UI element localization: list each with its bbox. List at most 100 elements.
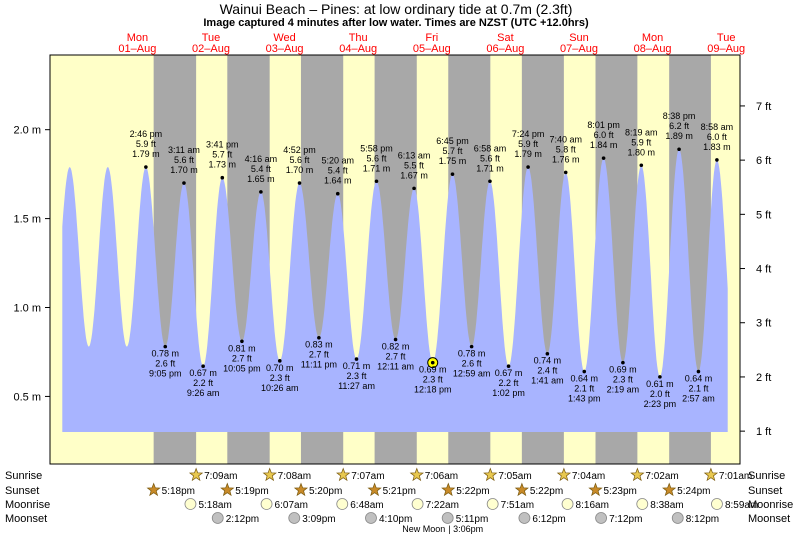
- tide-label: 1.71 m: [476, 163, 504, 173]
- tide-label: 0.64 m: [685, 374, 713, 384]
- tide-label: 1:41 am: [531, 376, 564, 386]
- tide-label: 2.7 ft: [309, 350, 330, 360]
- tide-point: [412, 186, 416, 191]
- day-name: Wed: [273, 32, 295, 44]
- y-right-tick-label: 3 ft: [756, 318, 771, 330]
- tide-point: [163, 344, 168, 349]
- sunset-icon: [441, 482, 456, 497]
- tide-label: 1.73 m: [209, 160, 237, 170]
- tide-label: 3:11 am: [168, 145, 200, 155]
- moon-phase-time: | 3:06pm: [448, 524, 483, 534]
- tide-label: 2.0 ft: [650, 389, 671, 399]
- tide-point: [658, 375, 662, 379]
- day-date: 04–Aug: [339, 43, 377, 55]
- tide-label: 10:26 am: [261, 383, 299, 393]
- sunrise-time: 7:01am: [719, 471, 752, 482]
- tide-label: 6:58 am: [474, 143, 507, 153]
- tide-label: 0.81 m: [228, 343, 256, 353]
- axes: 0.5 m 1.0 m 1.5 m 2.0 m 1 ft 2 ft 3 ft 4 ft 5 ft…: [13, 101, 771, 438]
- tide-label: 2:57 am: [682, 394, 715, 404]
- day-date: 07–Aug: [560, 43, 598, 55]
- y-left-tick-label: 1.5 m: [13, 214, 41, 226]
- tide-point: [220, 175, 225, 180]
- moonrise-time: 8:59am: [725, 500, 758, 511]
- sunset-row-label-right: Sunset: [748, 485, 782, 497]
- tide-label: 1.89 m: [665, 131, 693, 141]
- day-name: Mon: [642, 32, 663, 44]
- tide-point: [374, 179, 379, 184]
- sunrise-icon: [188, 467, 204, 482]
- tide-label: 6.0 ft: [594, 130, 615, 140]
- tide-point: [335, 191, 340, 196]
- tide-label: 5.5 ft: [404, 160, 425, 170]
- day-name: Fri: [425, 32, 438, 44]
- tide-label: 4:52 pm: [283, 145, 316, 155]
- day-date: 03–Aug: [266, 43, 304, 55]
- sunrise-icon: [336, 467, 351, 482]
- tide-point: [144, 165, 148, 169]
- tide-label: 10:05 pm: [223, 363, 261, 373]
- tide-point: [354, 357, 359, 361]
- y-right-tick-label: 7 ft: [756, 101, 771, 113]
- tide-label: 3:41 pm: [206, 140, 239, 150]
- tide-label: 6:45 pm: [436, 136, 469, 146]
- moonrise-time: 5:18am: [198, 500, 231, 511]
- tide-point: [545, 351, 550, 356]
- tide-label: 5.8 ft: [556, 144, 577, 154]
- day-name: Mon: [127, 32, 148, 44]
- chart-subtitle: Image captured 4 minutes after low water…: [203, 17, 589, 29]
- sunset-time: 5:18pm: [162, 486, 195, 497]
- moonrise-icon: [711, 498, 723, 510]
- y-left-tick-label: 2.0 m: [13, 125, 41, 137]
- tide-label: 1.80 m: [628, 147, 656, 157]
- moonrise-time: 6:48am: [350, 500, 383, 511]
- tide-label: 0.71 m: [343, 361, 371, 371]
- day-headers: Mon01–AugTue02–AugWed03–AugThu04–AugFri0…: [118, 32, 745, 55]
- tide-label: 1.79 m: [514, 149, 542, 159]
- tide-point: [601, 156, 606, 160]
- tide-point: [639, 163, 644, 168]
- tide-label: 1:43 pm: [568, 394, 601, 404]
- tide-point: [297, 181, 302, 185]
- tide-label: 0.70 m: [266, 363, 294, 373]
- sunrise-time: 7:07am: [351, 471, 384, 482]
- sunset-time: 5:22pm: [530, 486, 563, 497]
- moonrise-icon: [260, 498, 273, 510]
- tide-label: 7:40 am: [549, 134, 582, 144]
- tide-label: 2.3 ft: [423, 375, 444, 385]
- moonset-icon: [365, 512, 377, 524]
- day-date: 05–Aug: [413, 43, 451, 55]
- day-date: 01–Aug: [118, 43, 156, 55]
- astronomy-rows: Sunrise Sunrise 7:09am 7:08am 7:07am 7:06am 7:…: [5, 467, 793, 534]
- tide-label: 1.65 m: [247, 174, 275, 184]
- tide-label: 1.79 m: [132, 149, 160, 159]
- sunrise-icon: [409, 467, 424, 482]
- moonrise-icon: [636, 498, 649, 510]
- sunset-icon: [588, 482, 603, 497]
- tide-label: 2.3 ft: [613, 375, 634, 385]
- tide-point: [277, 359, 282, 363]
- tide-label: 2.6 ft: [462, 359, 483, 369]
- sunrise-time: 7:05am: [498, 471, 531, 482]
- day-name: Sun: [569, 32, 589, 44]
- tide-labels: 2:46 pm5.9 ft1.79 m0.78 m2.6 ft9:05 pm3:…: [130, 111, 734, 409]
- tide-label: 2.6 ft: [155, 359, 176, 369]
- tide-label: 1.83 m: [703, 142, 731, 152]
- moonset-icon: [211, 512, 224, 524]
- moonrise-icon: [411, 498, 424, 510]
- tide-label: 0.78 m: [151, 349, 179, 359]
- sunrise-time: 7:08am: [278, 471, 311, 482]
- sunset-icon: [146, 482, 161, 497]
- tide-point: [526, 165, 530, 169]
- tide-label: 12:59 am: [453, 369, 491, 379]
- sunset-icon: [293, 482, 309, 497]
- tide-label: 0.78 m: [458, 349, 486, 359]
- sunrise-row-label-left: Sunrise: [5, 470, 42, 482]
- tide-label: 0.82 m: [382, 342, 410, 352]
- tide-label: 2.7 ft: [232, 353, 253, 363]
- sunset-time: 5:20pm: [309, 486, 342, 497]
- sunrise-time: 7:04am: [572, 471, 605, 482]
- tide-label: 0.69 m: [609, 365, 637, 375]
- tide-label: 2.4 ft: [537, 366, 558, 376]
- tide-label: 5.6 ft: [290, 155, 311, 165]
